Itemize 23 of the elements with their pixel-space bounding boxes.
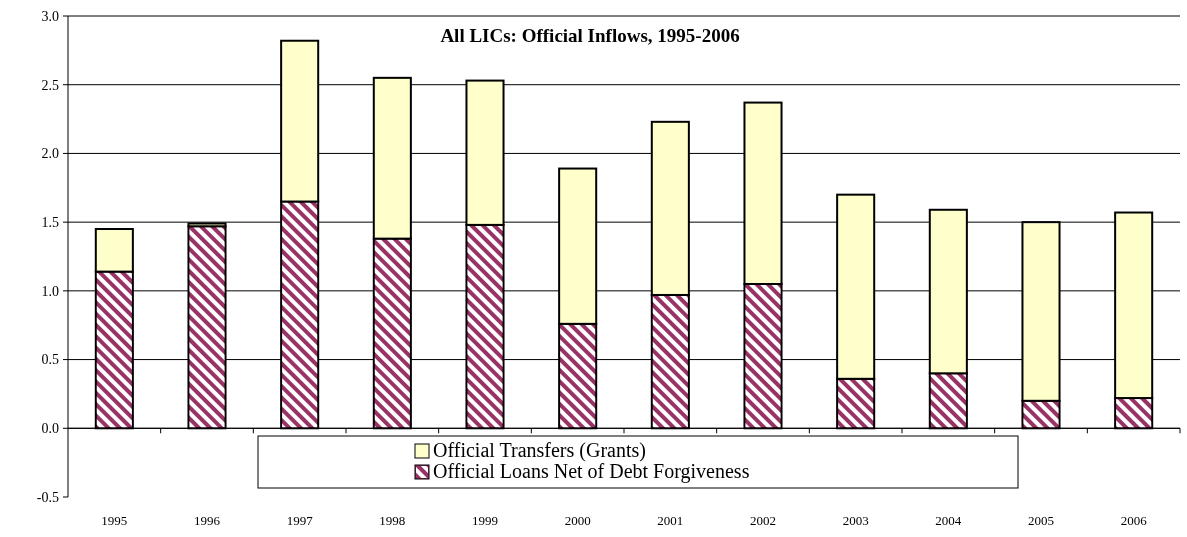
x-tick-label: 2001: [657, 513, 684, 528]
text: All LICs: Official Inflows, 1995-2006: [440, 25, 740, 46]
x-tick-label: 2004: [935, 513, 962, 528]
x-tick-label: 2002: [750, 513, 776, 528]
y-tick-label: -0.5: [36, 489, 59, 505]
y-tick-label: 0.5: [41, 352, 59, 368]
x-tick-label: 2003: [842, 513, 869, 528]
y-tick-label: 1.5: [41, 215, 59, 231]
y-tick-label: 2.0: [41, 146, 59, 162]
y-tick-label: 1.0: [41, 283, 59, 299]
x-tick-label: 1998: [379, 513, 406, 528]
x-tick-label: 2006: [1120, 513, 1148, 528]
legend-label: Official Loans Net of Debt Forgiveness: [433, 460, 750, 483]
legend-label: Official Transfers (Grants): [433, 439, 646, 462]
y-tick-label: 3.0: [41, 8, 59, 24]
x-tick-label: 1995: [101, 513, 128, 528]
y-tick-label: 2.5: [41, 77, 59, 93]
x-tick-label: 1996: [194, 513, 221, 528]
x-tick-label: 1999: [472, 513, 498, 528]
y-tick-label: 0.0: [41, 421, 59, 437]
x-tick-label: 1997: [286, 513, 314, 528]
x-tick-label: 2000: [564, 513, 591, 528]
x-tick-label: 2005: [1028, 513, 1054, 528]
